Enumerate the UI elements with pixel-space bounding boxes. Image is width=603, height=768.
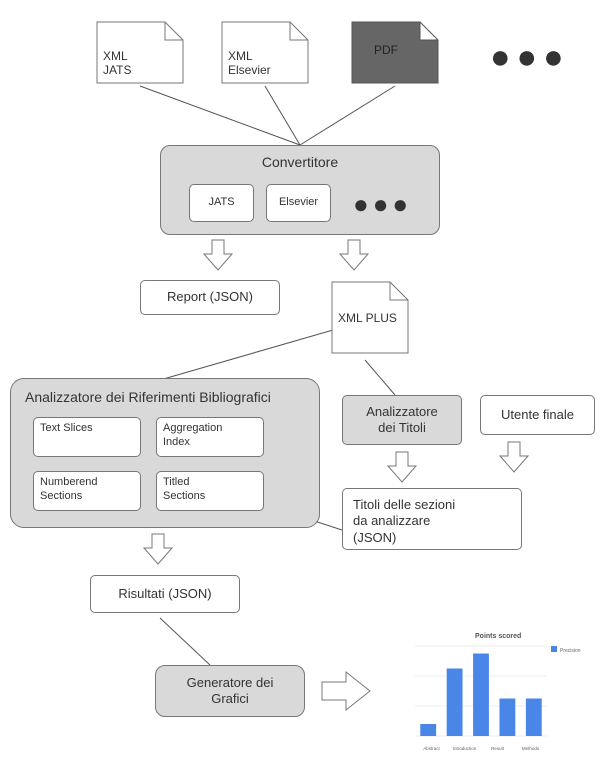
svg-text:Abstract: Abstract [423,746,440,751]
input-xml-elsevier-label: XML Elsevier [228,50,271,78]
titled-sections-box: Titled Sections [156,471,264,511]
convertitore-module-jats: JATS [189,184,254,222]
ellipsis-icon: ●●● [490,38,570,77]
arrow-down-icon [200,238,236,274]
analizzatore-riferimenti-title: Analizzatore dei Riferimenti Bibliografi… [25,389,309,407]
convertitore-ellipsis-icon: ●●● [353,188,412,221]
arrow-down-icon [140,532,176,568]
text-slices-box: Text Slices [33,417,141,457]
xml-plus-label: XML PLUS [338,312,397,326]
arrow-down-icon [384,450,420,486]
input-xml-elsevier: XML Elsevier [220,20,310,85]
analizzatore-titoli-node: Analizzatore dei Titoli [342,395,462,445]
risultati-node: Risultati (JSON) [90,575,240,613]
convertitore-node: Convertitore JATS Elsevier ●●● [160,145,440,235]
utente-finale-node: Utente finale [480,395,595,435]
report-node: Report (JSON) [140,280,280,315]
convertitore-module-elsevier: Elsevier [266,184,331,222]
xml-plus-node: XML PLUS [330,280,410,355]
input-xml-jats: XML JATS [95,20,185,85]
arrow-right-icon [318,668,374,714]
numbered-sections-box: Numberend Sections [33,471,141,511]
input-pdf-label: PDF [374,44,398,58]
generatore-grafici-node: Generatore dei Grafici [155,665,305,717]
convertitore-title: Convertitore [167,154,433,172]
svg-text:Result: Result [491,746,505,751]
input-pdf: PDF [350,20,440,85]
aggregation-index-box: Aggregation Index [156,417,264,457]
svg-text:Points scored: Points scored [475,633,521,640]
svg-text:Introduction: Introduction [453,746,477,751]
svg-text:Methods: Methods [522,746,540,751]
input-xml-jats-label: XML JATS [103,50,131,78]
output-chart: Points scored Precision Abstract Introducti… [395,628,595,758]
svg-text:Precision: Precision [560,648,581,654]
arrow-down-icon [496,440,532,476]
analizzatore-riferimenti-node: Analizzatore dei Riferimenti Bibliografi… [10,378,320,528]
titoli-sezioni-node: Titoli delle sezioni da analizzare (JSON… [342,488,522,550]
arrow-down-icon [336,238,372,274]
